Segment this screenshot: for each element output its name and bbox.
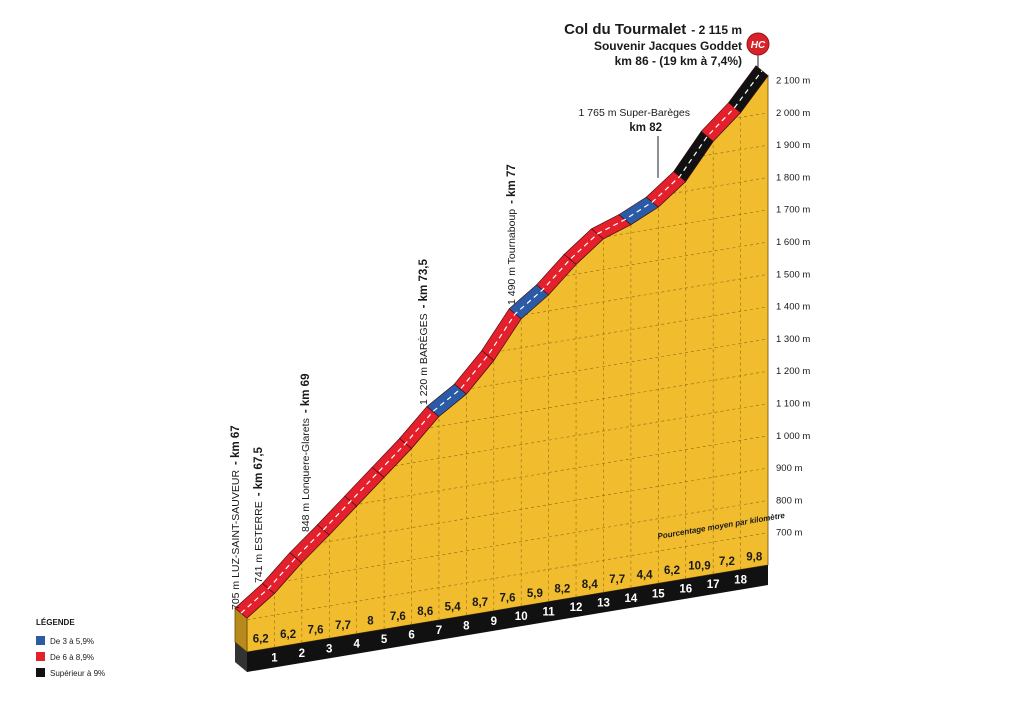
- grid-line: [247, 435, 768, 524]
- legend-swatch: [36, 668, 45, 677]
- gradient-label: 7,7: [335, 620, 351, 632]
- annotation-km: - km 67,5: [253, 446, 265, 496]
- x-tick-label: 2: [299, 648, 305, 660]
- grid-line: [247, 500, 768, 588]
- y-tick-label: 1 300 m: [776, 334, 810, 345]
- grid-line: [247, 306, 768, 394]
- gradient-label: 4,4: [637, 570, 654, 582]
- x-tick-label: 5: [381, 634, 388, 646]
- gradient-label: 6,2: [253, 634, 269, 646]
- gradient-label: 5,4: [445, 602, 462, 614]
- gradient-label: 8,2: [554, 583, 570, 595]
- annotation-km: - km 69: [300, 374, 312, 414]
- y-tick-label: 900 m: [776, 463, 802, 474]
- grid-line: [247, 532, 768, 620]
- x-tick-label: 16: [679, 584, 692, 596]
- x-tick-label: 15: [652, 588, 665, 600]
- annotation: 741 m ESTERRE - km 67,5: [253, 446, 265, 583]
- legend-label: De 3 à 5,9%: [50, 637, 94, 646]
- annotation-place: 741 m ESTERRE: [253, 501, 265, 583]
- annotation-place: 1 220 m BARÈGES: [417, 313, 430, 405]
- gradient-label: 7,6: [308, 625, 324, 637]
- altitude: - 2 115 m: [691, 23, 742, 37]
- y-tick-label: 2 100 m: [776, 76, 810, 87]
- annotation: 705 m LUZ-SAINT-SAUVEUR - km 67: [230, 425, 242, 610]
- y-tick-label: 1 100 m: [776, 399, 810, 410]
- annotation-km: - km 67: [230, 425, 242, 465]
- grid-line: [247, 338, 768, 427]
- gradient-label: 9,8: [746, 551, 763, 563]
- annotation-km: - km 73,5: [418, 259, 430, 309]
- annotation: 848 m Lonquere-Glarets - km 69: [300, 374, 312, 532]
- y-tick-label: 1 600 m: [776, 237, 810, 248]
- gradient-label: 10,9: [688, 560, 710, 572]
- annotation-km: - km 77: [506, 164, 518, 204]
- y-tick-label: 1 200 m: [776, 366, 810, 377]
- annotation-place: 848 m Lonquere-Glarets: [300, 418, 312, 532]
- x-tick-label: 12: [570, 602, 583, 614]
- gradient-label: 7,7: [609, 574, 625, 586]
- subtitle: Souvenir Jacques Goddet: [594, 39, 742, 53]
- annotation: 1 220 m BARÈGES - km 73,5: [417, 259, 430, 405]
- x-tick-label: 3: [326, 643, 332, 655]
- legend-swatch: [36, 636, 45, 645]
- x-tick-label: 14: [624, 593, 637, 605]
- gradient-label: 8: [367, 615, 374, 627]
- y-tick-label: 1 900 m: [776, 140, 810, 151]
- legend-title: LÉGENDE: [36, 618, 75, 627]
- legend-label: De 6 à 8,9%: [50, 653, 94, 662]
- x-tick-label: 7: [436, 625, 442, 637]
- chart-title: Col du Tourmalet: [564, 21, 686, 38]
- y-tick-label: 700 m: [776, 528, 802, 539]
- annotation-place: 705 m LUZ-SAINT-SAUVEUR: [230, 470, 242, 610]
- legend-swatch: [36, 652, 45, 661]
- x-tick-label: 4: [353, 639, 360, 651]
- y-tick-label: 1 800 m: [776, 172, 810, 183]
- gradient-label: 8,4: [582, 579, 599, 591]
- grid-line: [247, 370, 768, 459]
- x-tick-label: 8: [463, 620, 470, 632]
- gradient-label: 7,6: [500, 592, 516, 604]
- gradient-label: 7,6: [390, 611, 406, 623]
- base-strip: [247, 565, 768, 672]
- grid-line: [247, 403, 768, 491]
- title-line: Col du Tourmalet - 2 115 m: [564, 21, 742, 38]
- grid-line: [247, 467, 768, 556]
- x-tick-label: 11: [543, 607, 556, 619]
- annotation: 1 490 m Tournaboup - km 77: [506, 164, 518, 305]
- x-tick-label: 1: [271, 652, 278, 664]
- x-tick-label: 18: [734, 575, 747, 587]
- y-tick-label: 1 400 m: [776, 302, 810, 313]
- y-tick-label: 2 000 m: [776, 108, 810, 119]
- y-tick-label: 800 m: [776, 495, 802, 506]
- gradient-label: 8,6: [417, 606, 433, 618]
- x-tick-label: 9: [491, 616, 497, 628]
- y-tick-label: 1 700 m: [776, 205, 810, 216]
- legend: LÉGENDE De 3 à 5,9% De 6 à 8,9% Supérieur …: [36, 618, 105, 678]
- gradient-label: 6,2: [664, 565, 680, 577]
- x-tick-label: 6: [408, 630, 414, 642]
- x-tick-label: 17: [707, 579, 720, 591]
- y-tick-label: 1 000 m: [776, 431, 810, 442]
- gradient-segment: [728, 65, 769, 114]
- summary: km 86 - (19 km à 7,4%): [615, 54, 742, 68]
- x-tick-label: 10: [515, 611, 528, 623]
- gradient-label: 6,2: [280, 629, 296, 641]
- x-tick-label: 13: [597, 597, 610, 609]
- annotation-km: km 82: [629, 122, 662, 134]
- gradient-label: 7,2: [719, 556, 735, 568]
- annotation-place: 1 490 m Tournaboup: [506, 209, 518, 305]
- y-tick-label: 1 500 m: [776, 269, 810, 280]
- base-strip-side: [235, 642, 247, 672]
- legend-label: Supérieur à 9%: [50, 669, 105, 678]
- center-dash: [240, 70, 763, 614]
- gradient-label: 5,9: [527, 588, 543, 600]
- category-badge: [746, 32, 770, 56]
- category-label: HC: [751, 40, 766, 51]
- gradient-label: 8,7: [472, 597, 488, 609]
- annotation-place: 1 765 m Super-Barèges: [579, 107, 690, 119]
